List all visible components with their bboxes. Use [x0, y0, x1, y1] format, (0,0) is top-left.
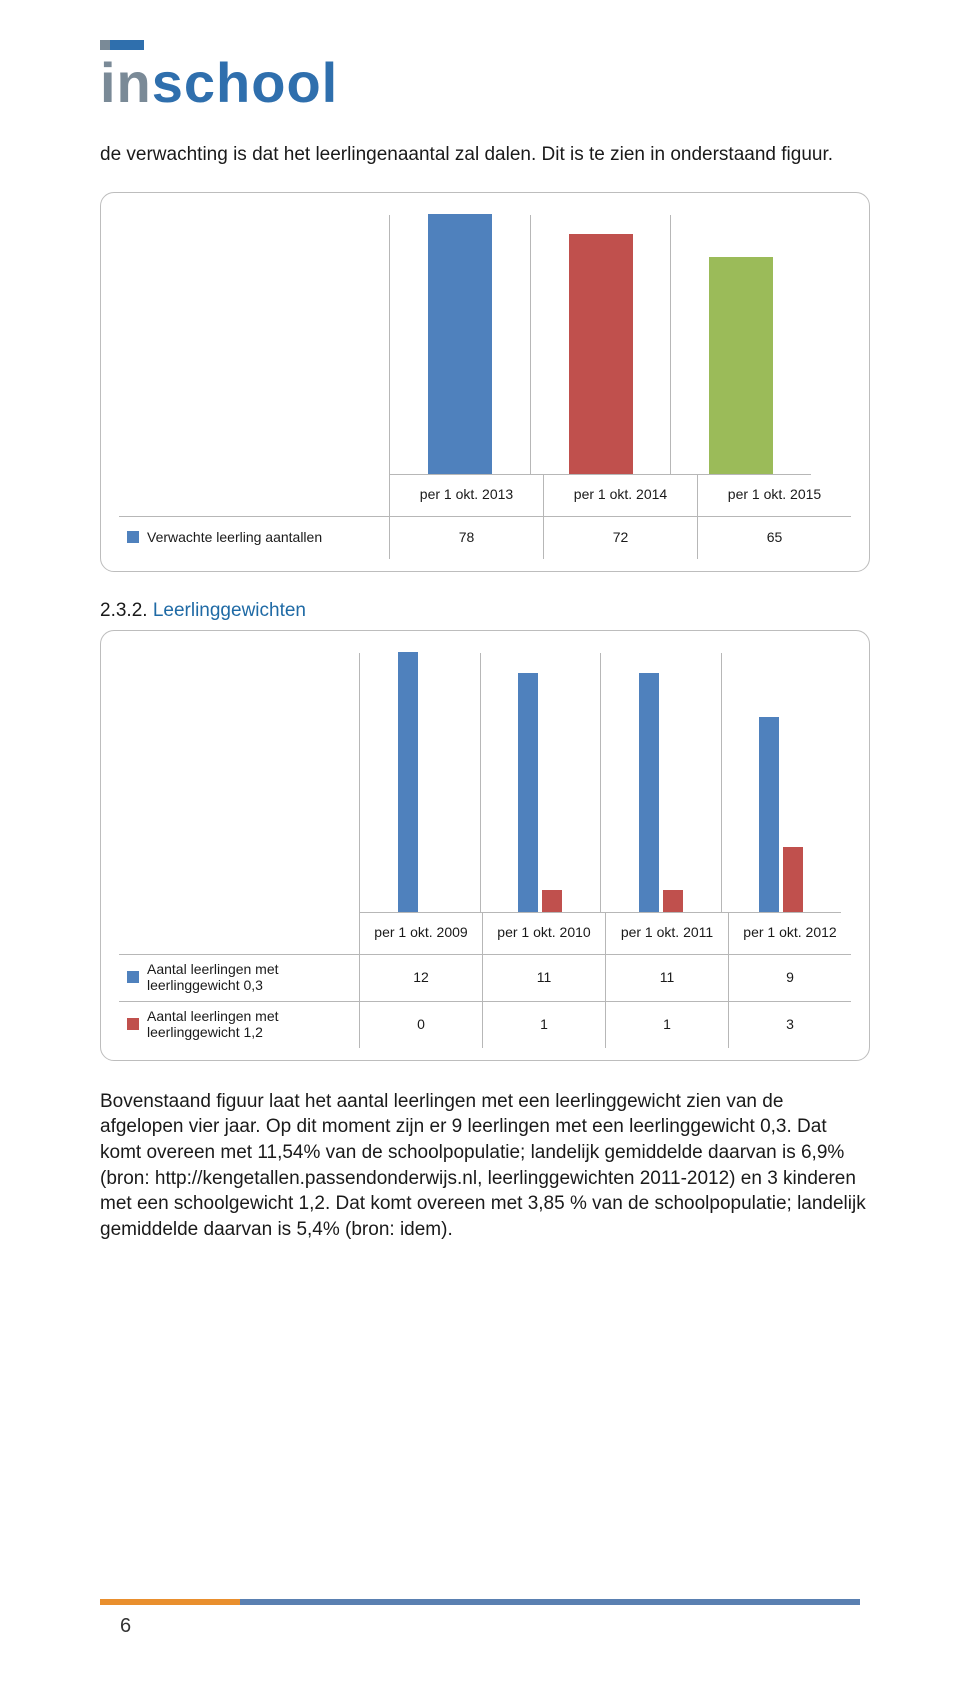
section-number: 2.3.2.: [100, 600, 148, 621]
page-footer: 6: [0, 1599, 960, 1638]
chart1-col-0: [389, 215, 530, 474]
chart1-swatch: [127, 531, 139, 543]
chart1-value-0: 78: [389, 517, 543, 559]
chart1-col-2: [670, 215, 811, 474]
chart1-header-1: per 1 okt. 2014: [543, 475, 697, 517]
body-paragraph: Bovenstaand figuur laat het aantal leerl…: [100, 1089, 870, 1243]
chart-leerlinggewichten: per 1 okt. 2009 per 1 okt. 2010 per 1 ok…: [100, 630, 870, 1061]
chart1-bar-0: [428, 214, 492, 474]
chart1-series-label-text: Verwachte leerling aantallen: [147, 529, 322, 545]
chart2-series1-label-text: Aantal leerlingen met leerlinggewicht 0,…: [147, 961, 351, 993]
chart2-legend-spacer: [119, 913, 359, 955]
chart1-header-2: per 1 okt. 2015: [697, 475, 851, 517]
chart2-col-1: [480, 653, 601, 912]
chart1-bar-1: [569, 234, 633, 474]
section-title: Leerlinggewichten: [153, 600, 306, 621]
page-number: 6: [100, 1615, 860, 1638]
chart1-value-2: 65: [697, 517, 851, 559]
chart2-s1-bar-0: [398, 652, 418, 912]
chart2-s1-value-3: 9: [728, 955, 851, 1002]
chart2-header-1: per 1 okt. 2010: [482, 913, 605, 955]
chart2-s1-bar-1: [518, 673, 538, 911]
chart1-series-label: Verwachte leerling aantallen: [119, 517, 389, 559]
footer-divider-orange: [100, 1599, 240, 1605]
chart2-swatch-s2: [127, 1018, 139, 1030]
chart2-series2-label-text: Aantal leerlingen met leerlinggewicht 1,…: [147, 1008, 351, 1040]
footer-divider: [100, 1599, 860, 1605]
svg-text:inschool: inschool: [100, 51, 338, 114]
chart1-value-1: 72: [543, 517, 697, 559]
chart2-s1-bar-3: [759, 717, 779, 912]
section-heading: 2.3.2. Leerlinggewichten: [100, 600, 870, 622]
chart2-s1-value-2: 11: [605, 955, 728, 1002]
logo-school: school: [152, 51, 338, 114]
intro-paragraph: de verwachting is dat het leerlingenaant…: [100, 142, 870, 168]
chart1-col-1: [530, 215, 671, 474]
chart2-s1-bar-2: [639, 673, 659, 911]
footer-divider-blue: [240, 1599, 860, 1605]
logo-in: in: [100, 51, 152, 114]
chart2-s2-value-3: 3: [728, 1002, 851, 1048]
chart2-s2-bar-1: [542, 890, 562, 912]
chart1-header-0: per 1 okt. 2013: [389, 475, 543, 517]
chart2-header-2: per 1 okt. 2011: [605, 913, 728, 955]
chart2-header-0: per 1 okt. 2009: [359, 913, 482, 955]
chart2-s2-value-0: 0: [359, 1002, 482, 1048]
chart2-s2-value-1: 1: [482, 1002, 605, 1048]
chart2-s2-bar-3: [783, 847, 803, 912]
chart2-s2-bar-2: [663, 890, 683, 912]
chart2-series1-label: Aantal leerlingen met leerlinggewicht 0,…: [119, 955, 359, 1002]
chart1-legend-spacer: [119, 475, 389, 517]
chart2-header-3: per 1 okt. 2012: [728, 913, 851, 955]
chart2-col-3: [721, 653, 842, 912]
chart-forecast-students: per 1 okt. 2013 per 1 okt. 2014 per 1 ok…: [100, 192, 870, 572]
chart2-s1-value-0: 12: [359, 955, 482, 1002]
chart2-series2-label: Aantal leerlingen met leerlinggewicht 1,…: [119, 1002, 359, 1048]
chart2-swatch-s1: [127, 971, 139, 983]
chart2-col-2: [600, 653, 721, 912]
chart1-bar-2: [709, 257, 773, 474]
chart2-s2-value-2: 1: [605, 1002, 728, 1048]
chart2-s1-value-1: 11: [482, 955, 605, 1002]
logo: inschool: [100, 40, 870, 114]
chart2-col-0: [359, 653, 480, 912]
